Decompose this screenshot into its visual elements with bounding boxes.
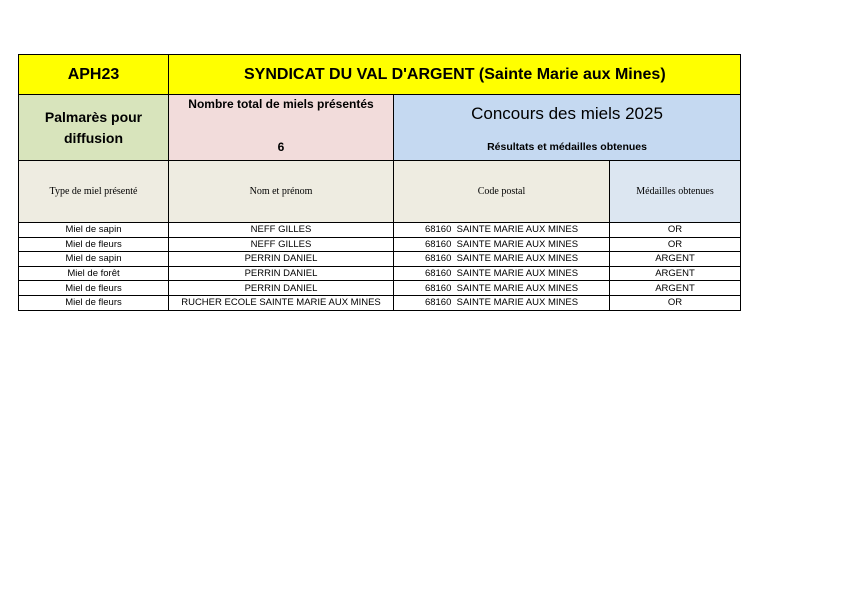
association-code: APH23 — [18, 54, 169, 95]
honey-type-cell: Miel de forêt — [18, 265, 169, 282]
medal-cell: ARGENT — [608, 251, 742, 267]
table-row: Miel de fleurs NEFF GILLES 68160 SAINTE MA… — [18, 236, 742, 253]
postal-cell: 68160 SAINTE MARIE AUX MINES — [393, 222, 610, 238]
title-row: APH23 SYNDICAT DU VAL D'ARGENT (Sainte M… — [18, 54, 742, 95]
table-row: Miel de fleurs PERRIN DANIEL 68160 SAINTE … — [18, 280, 742, 296]
table-row: Miel de sapin PERRIN DANIEL 68160 SAINTE M… — [18, 251, 742, 267]
column-header-medal: Médailles obtenues — [608, 160, 742, 223]
postal-cell: 68160 SAINTE MARIE AUX MINES — [393, 265, 610, 282]
honey-type-cell: Miel de sapin — [18, 222, 169, 238]
total-cell: Nombre total de miels présentés 6 — [168, 94, 394, 161]
table-row: Miel de forêt PERRIN DANIEL 68160 SAINTE M… — [18, 265, 742, 282]
medal-cell: ARGENT — [608, 265, 742, 282]
name-cell: PERRIN DANIEL — [168, 280, 394, 296]
postal-cell: 68160 SAINTE MARIE AUX MINES — [393, 294, 610, 311]
contest-title: Concours des miels 2025 — [471, 104, 663, 123]
column-header-name: Nom et prénom — [168, 160, 394, 223]
total-label: Nombre total de miels présentés — [188, 97, 374, 111]
palmares-label: Palmarès pour diffusion — [18, 94, 169, 161]
column-header-row: Type de miel présenté Nom et prénom Code… — [18, 160, 742, 223]
honey-type-cell: Miel de fleurs — [18, 294, 169, 311]
postal-cell: 68160 SAINTE MARIE AUX MINES — [393, 236, 610, 253]
medal-cell: ARGENT — [608, 280, 742, 296]
name-cell: RUCHER ECOLE SAINTE MARIE AUX MINES — [168, 294, 394, 311]
honey-type-cell: Miel de sapin — [18, 251, 169, 267]
syndicate-title: SYNDICAT DU VAL D'ARGENT (Sainte Marie a… — [167, 54, 742, 95]
name-cell: PERRIN DANIEL — [168, 265, 394, 282]
column-header-type: Type de miel présenté — [18, 160, 169, 223]
syndicate-title-text: SYNDICAT DU VAL D'ARGENT (Sainte Marie a… — [244, 65, 666, 83]
name-cell: NEFF GILLES — [168, 222, 394, 238]
results-table: APH23 SYNDICAT DU VAL D'ARGENT (Sainte M… — [18, 54, 742, 311]
medal-cell: OR — [608, 236, 742, 253]
honey-type-cell: Miel de fleurs — [18, 280, 169, 296]
subheader-row: Palmarès pour diffusion Nombre total de … — [18, 94, 742, 161]
honey-type-cell: Miel de fleurs — [18, 236, 169, 253]
name-cell: NEFF GILLES — [168, 236, 394, 253]
name-cell: PERRIN DANIEL — [168, 251, 394, 267]
postal-cell: 68160 SAINTE MARIE AUX MINES — [393, 251, 610, 267]
total-value: 6 — [277, 140, 285, 154]
column-header-postal: Code postal — [393, 160, 610, 223]
table-row: Miel de sapin NEFF GILLES 68160 SAINTE MAR… — [18, 222, 742, 238]
medal-cell: OR — [608, 222, 742, 238]
table-row: Miel de fleurs RUCHER ECOLE SAINTE MARIE … — [18, 294, 742, 311]
contest-cell: Concours des miels 2025 Résultats et méd… — [392, 94, 742, 161]
medal-cell: OR — [608, 294, 742, 311]
contest-subtitle: Résultats et médailles obtenues — [487, 141, 647, 153]
results-sheet: APH23 SYNDICAT DU VAL D'ARGENT (Sainte M… — [18, 54, 742, 311]
postal-cell: 68160 SAINTE MARIE AUX MINES — [393, 280, 610, 296]
